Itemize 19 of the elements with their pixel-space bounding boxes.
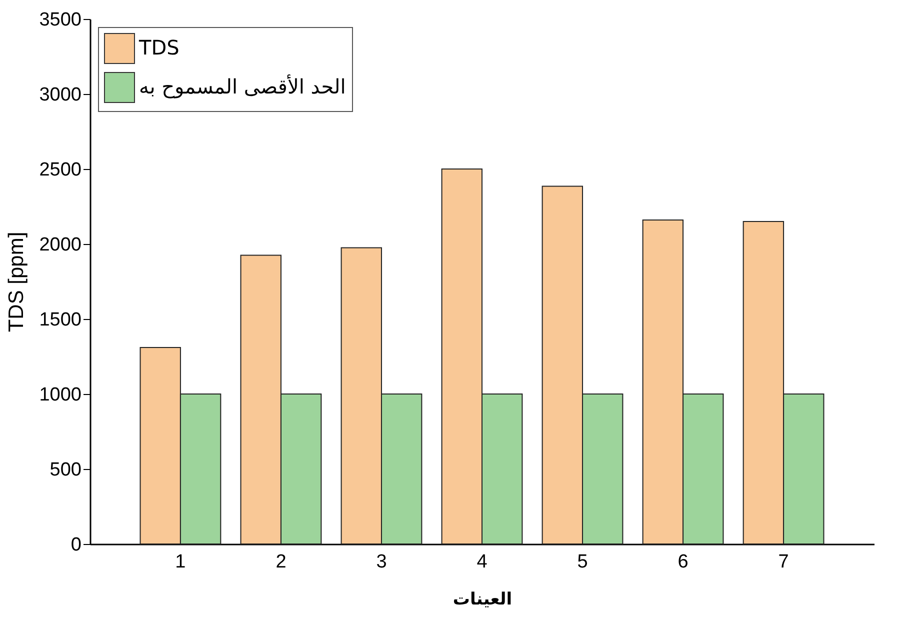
y-tick-label: 500 [50,460,82,480]
x-tick-label: 3 [376,552,387,572]
x-tick-label: 5 [577,552,588,572]
y-tick-label: 1500 [39,310,82,330]
legend-label: الحد الأقصى المسموح به [139,74,346,98]
y-tick-label: 2500 [39,160,82,180]
y-axis-title: TDS [ppm] [5,232,28,332]
x-tick-label: 2 [276,552,286,572]
x-tick-label: 7 [778,552,789,572]
x-axis-title: العينات [452,590,512,610]
y-tick-label: 0 [70,534,82,556]
y-tick-label: 3500 [39,10,82,30]
y-tick-label: 3000 [39,84,82,106]
y-tick-label: 2000 [39,234,82,256]
x-tick-label: 4 [476,552,488,572]
legend-label: TDS [138,36,180,60]
y-tick-label: 1000 [39,384,82,406]
x-tick-label: 1 [175,552,186,572]
x-tick-label: 6 [678,552,688,572]
